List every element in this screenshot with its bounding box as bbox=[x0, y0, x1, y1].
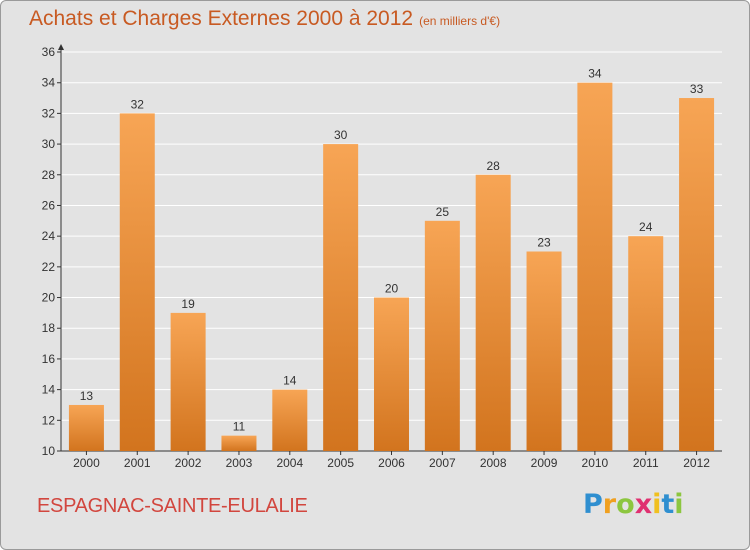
y-tick-label: 20 bbox=[42, 291, 56, 305]
chart-title-text: Achats et Charges Externes 2000 à 2012 bbox=[29, 7, 414, 30]
data-label: 23 bbox=[537, 236, 551, 250]
y-tick-label: 22 bbox=[42, 260, 56, 274]
logo-letter: t bbox=[661, 489, 675, 520]
x-tick-label: 2003 bbox=[226, 456, 253, 470]
y-tick-label: 30 bbox=[42, 137, 56, 151]
y-tick-label: 28 bbox=[42, 168, 56, 182]
logo-letter: i bbox=[674, 489, 684, 520]
data-label: 11 bbox=[233, 420, 246, 434]
data-label: 20 bbox=[385, 282, 399, 296]
bar bbox=[119, 113, 155, 451]
x-tick-label: 2008 bbox=[480, 456, 507, 470]
bar bbox=[323, 144, 359, 452]
bar bbox=[475, 174, 511, 451]
x-tick-label: 2012 bbox=[683, 456, 710, 470]
x-tick-label: 2005 bbox=[327, 456, 354, 470]
bar bbox=[221, 435, 257, 451]
chart-unit: (en milliers d'€) bbox=[419, 14, 501, 28]
bar bbox=[679, 98, 715, 452]
x-tick-label: 2002 bbox=[175, 456, 202, 470]
y-tick-label: 24 bbox=[42, 229, 56, 243]
y-tick-label: 10 bbox=[42, 444, 56, 458]
logo-letter: i bbox=[652, 489, 662, 520]
bar bbox=[272, 389, 308, 451]
data-label: 33 bbox=[690, 82, 704, 96]
data-label: 34 bbox=[588, 67, 602, 81]
bar bbox=[424, 220, 460, 451]
data-label: 30 bbox=[334, 128, 348, 142]
data-label: 28 bbox=[487, 159, 501, 173]
bar bbox=[577, 82, 613, 451]
y-tick-label: 34 bbox=[42, 76, 56, 90]
chart-title: Achats et Charges Externes 2000 à 2012 (e… bbox=[29, 7, 500, 31]
y-tick-label: 14 bbox=[42, 383, 56, 397]
bar bbox=[526, 251, 562, 451]
x-tick-label: 2000 bbox=[73, 456, 100, 470]
logo-letter: x bbox=[634, 489, 653, 520]
y-tick-label: 36 bbox=[42, 45, 56, 59]
logo-letter: o bbox=[616, 489, 635, 520]
data-label: 19 bbox=[181, 297, 195, 311]
bar bbox=[170, 312, 206, 451]
logo-letter: P bbox=[583, 489, 603, 520]
x-tick-label: 2007 bbox=[429, 456, 456, 470]
x-tick-label: 2010 bbox=[582, 456, 609, 470]
logo-letter: r bbox=[602, 489, 617, 520]
x-tick-label: 2001 bbox=[124, 456, 151, 470]
y-tick-label: 18 bbox=[42, 321, 56, 335]
data-label: 24 bbox=[639, 220, 653, 234]
bar bbox=[628, 236, 664, 451]
data-label: 25 bbox=[436, 205, 450, 219]
y-tick-label: 16 bbox=[42, 352, 56, 366]
x-tick-label: 2006 bbox=[378, 456, 405, 470]
x-tick-label: 2011 bbox=[633, 456, 659, 470]
y-tick-label: 26 bbox=[42, 198, 56, 212]
bar bbox=[68, 404, 104, 451]
bar bbox=[374, 297, 409, 451]
proxiti-logo[interactable]: Proxiti bbox=[583, 489, 684, 520]
data-label: 14 bbox=[283, 374, 297, 388]
data-label: 32 bbox=[131, 97, 145, 111]
x-tick-label: 2009 bbox=[531, 456, 558, 470]
x-tick-label: 2004 bbox=[276, 456, 303, 470]
data-label: 13 bbox=[80, 389, 94, 403]
y-tick-label: 12 bbox=[42, 413, 56, 427]
commune-name: ESPAGNAC-SAINTE-EULALIE bbox=[37, 495, 308, 517]
y-axis-arrow bbox=[58, 44, 64, 50]
y-tick-label: 32 bbox=[42, 106, 56, 120]
